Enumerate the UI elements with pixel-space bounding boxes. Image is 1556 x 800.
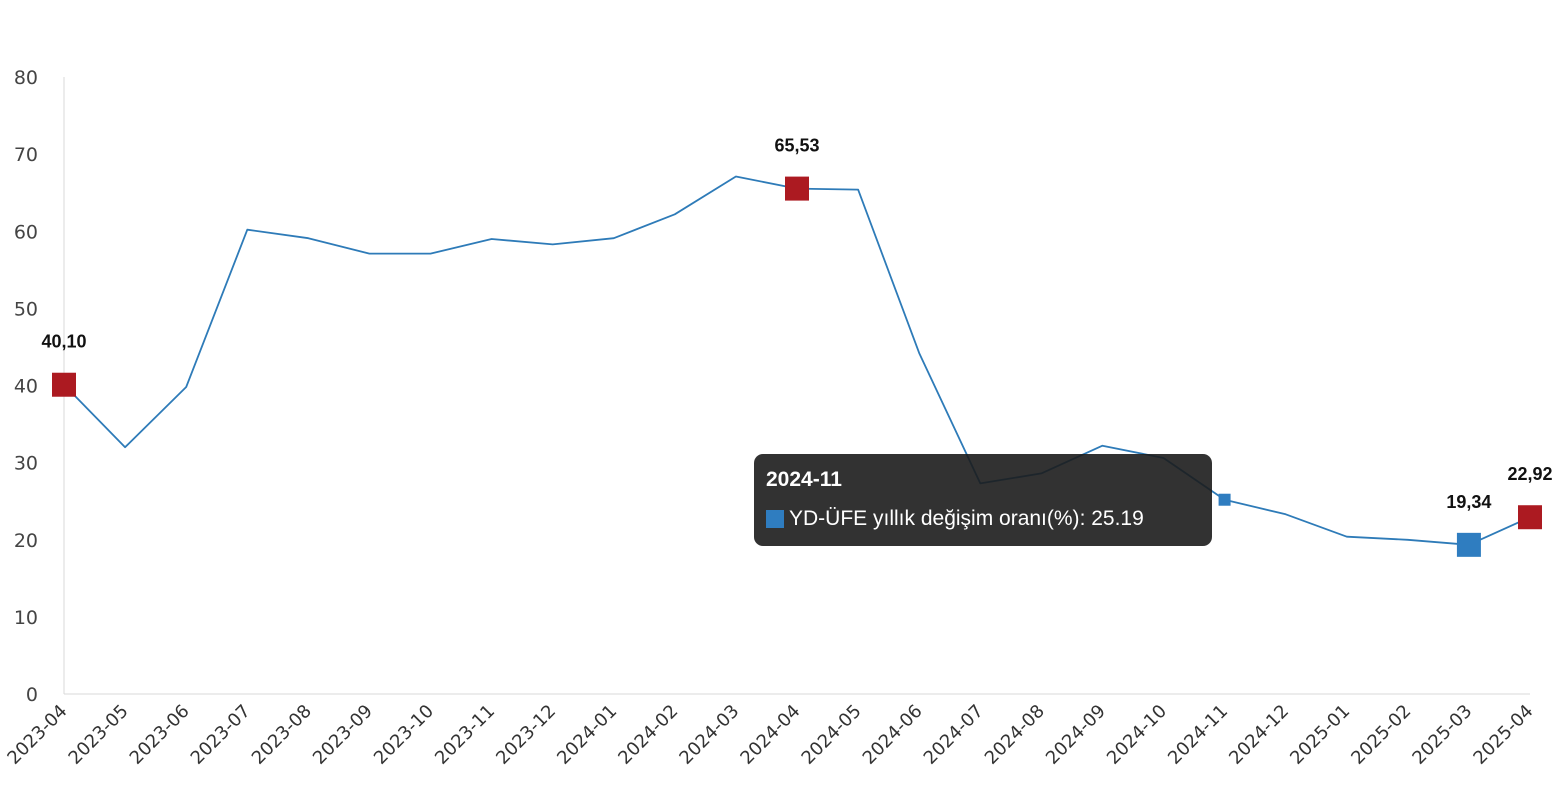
x-tick-label: 2024-04 (736, 701, 804, 769)
x-tick-label: 2023-09 (309, 701, 377, 769)
x-tick-label: 2024-12 (1225, 701, 1293, 769)
data-label: 22,92 (1507, 464, 1552, 484)
x-tick-label: 2023-11 (431, 701, 499, 769)
x-tick-label: 2023-06 (126, 701, 194, 769)
x-tick-label: 2024-06 (859, 701, 927, 769)
highlight-markers: 40,10 65,53 19,34 22,92 (41, 136, 1553, 557)
x-tick-label: 2024-10 (1103, 701, 1171, 769)
data-label: 40,10 (41, 332, 86, 352)
x-tick-label: 2024-08 (981, 701, 1049, 769)
highlight-marker[interactable] (52, 372, 76, 397)
y-axis: 0 10 20 30 40 50 60 70 80 (14, 67, 65, 706)
tooltip-series-label: YD-ÜFE yıllık değişim oranı(%) (789, 507, 1080, 530)
x-tick-label: 2023-12 (492, 701, 560, 769)
x-tick-label: 2024-09 (1042, 701, 1110, 769)
tooltip-separator: : (1079, 507, 1092, 530)
x-tick-label: 2023-04 (3, 701, 71, 769)
tooltip-row: YD-ÜFE yıllık değişim oranı(%) : 25.19 (766, 507, 1200, 531)
tooltip-swatch-icon (766, 510, 784, 528)
y-tick-label: 60 (14, 221, 38, 243)
y-tick-label: 80 (14, 67, 38, 89)
x-tick-label: 2024-05 (798, 701, 866, 769)
data-label: 19,34 (1446, 492, 1491, 512)
highlight-marker[interactable] (1456, 532, 1481, 557)
x-tick-label: 2025-01 (1286, 701, 1354, 769)
tooltip-title: 2024-11 (766, 468, 842, 491)
y-tick-label: 0 (26, 684, 38, 706)
x-tick-label: 2023-10 (370, 701, 438, 769)
x-tick-label: 2023-05 (65, 701, 133, 769)
x-tick-label: 2024-03 (675, 701, 743, 769)
x-axis: 2023-042023-052023-062023-072023-082023-… (3, 693, 1538, 769)
x-tick-label: 2025-04 (1469, 701, 1537, 769)
highlight-marker[interactable] (1518, 505, 1542, 530)
y-tick-label: 70 (14, 144, 38, 166)
x-tick-label: 2023-08 (248, 701, 316, 769)
y-tick-label: 20 (14, 530, 38, 552)
x-tick-label: 2024-11 (1164, 701, 1232, 769)
y-tick-label: 50 (14, 298, 38, 320)
x-tick-label: 2025-03 (1408, 701, 1476, 769)
y-tick-label: 10 (14, 607, 38, 629)
tooltip-value: 25.19 (1091, 507, 1144, 530)
x-tick-label: 2024-02 (614, 701, 682, 769)
hover-marker[interactable] (1218, 493, 1231, 506)
data-label: 65,53 (774, 136, 819, 156)
x-tick-label: 2025-02 (1347, 701, 1415, 769)
x-tick-label: 2024-07 (920, 701, 988, 769)
x-tick-label: 2024-01 (553, 701, 621, 769)
x-tick-label: 2023-07 (187, 701, 255, 769)
y-tick-label: 40 (14, 376, 38, 398)
y-tick-label: 30 (14, 453, 38, 475)
tooltip: 2024-11 YD-ÜFE yıllık değişim oranı(%) :… (754, 454, 1212, 546)
highlight-marker[interactable] (785, 176, 809, 201)
